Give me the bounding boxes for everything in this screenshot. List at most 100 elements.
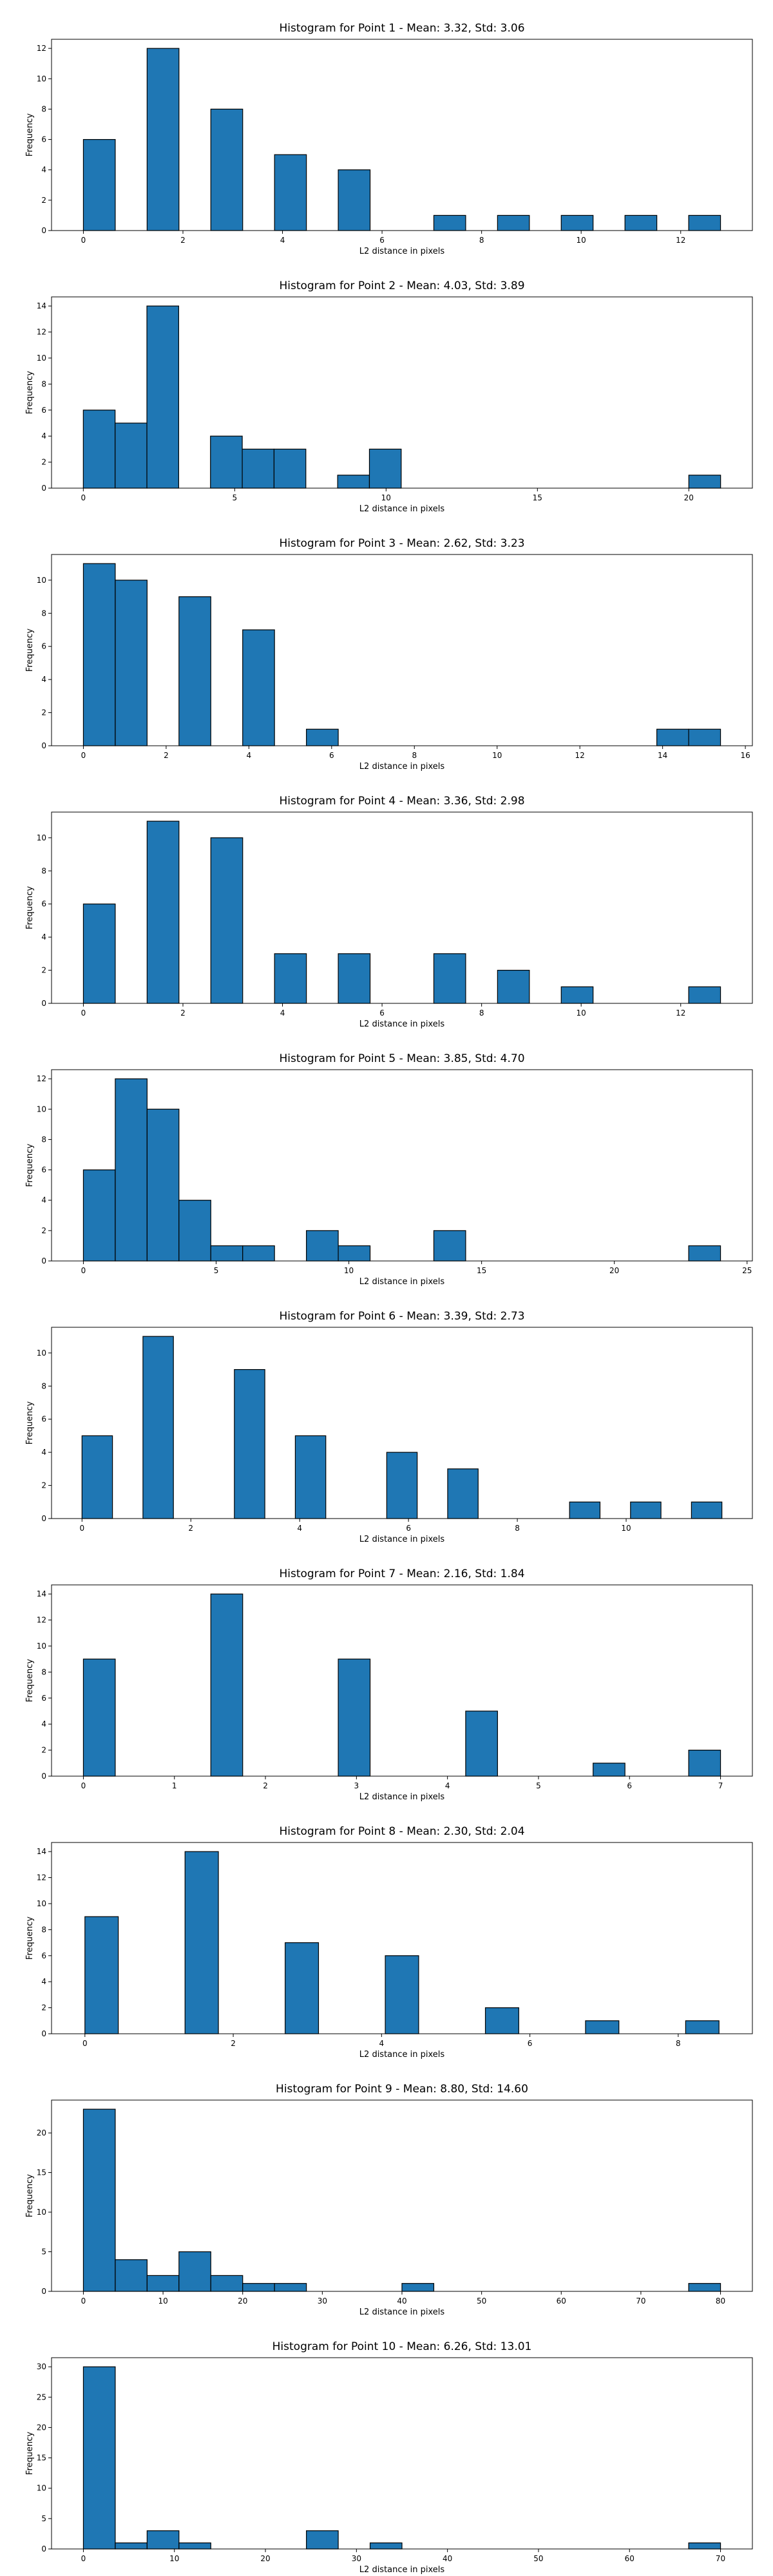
y-axis-label: Frequency bbox=[25, 371, 35, 414]
x-tick-label: 80 bbox=[716, 2297, 725, 2306]
histogram-bar bbox=[433, 953, 466, 1004]
histogram-bar bbox=[688, 214, 721, 231]
histogram-bar bbox=[115, 1078, 148, 1262]
y-axis-label: Frequency bbox=[25, 113, 35, 156]
y-tick-label: 10 bbox=[37, 1349, 46, 1358]
y-tick-label: 4 bbox=[41, 1196, 46, 1205]
histogram-bar bbox=[569, 1501, 601, 1519]
histogram-bar bbox=[691, 1501, 723, 1519]
histogram-bar bbox=[306, 728, 339, 746]
histogram-bar bbox=[447, 1468, 479, 1519]
axes-frame bbox=[51, 2357, 753, 2550]
histogram-bar bbox=[274, 2283, 307, 2292]
histogram-bar bbox=[115, 2542, 148, 2550]
x-tick-label: 5 bbox=[214, 1266, 219, 1275]
x-tick-label: 4 bbox=[280, 236, 285, 245]
x-tick-label: 0 bbox=[81, 493, 86, 502]
x-axis-label: L2 distance in pixels bbox=[359, 2565, 445, 2575]
y-tick-label: 4 bbox=[41, 1977, 46, 1986]
histogram-bar bbox=[178, 596, 211, 746]
x-tick-label: 60 bbox=[625, 2554, 635, 2563]
y-tick-label: 2 bbox=[41, 1226, 46, 1235]
histogram-bar bbox=[630, 1501, 662, 1519]
x-tick-label: 2 bbox=[180, 236, 186, 245]
x-tick-label: 2 bbox=[188, 1524, 193, 1533]
histogram-bar bbox=[273, 448, 307, 489]
axes-frame bbox=[51, 1327, 753, 1519]
x-tick-label: 0 bbox=[81, 1266, 86, 1275]
histogram-panel-2: Histogram for Point 2 - Mean: 4.03, Std:… bbox=[25, 279, 753, 514]
histogram-bar bbox=[210, 2275, 243, 2292]
histogram-panel-3: Histogram for Point 3 - Mean: 2.62, Std:… bbox=[25, 537, 753, 772]
x-tick-label: 20 bbox=[684, 493, 694, 502]
x-tick-label: 2 bbox=[164, 751, 169, 760]
histogram-bar bbox=[146, 48, 180, 231]
histogram-bar bbox=[688, 986, 721, 1004]
x-tick-label: 4 bbox=[247, 751, 252, 760]
histogram-bar bbox=[433, 214, 466, 231]
x-tick-label: 12 bbox=[575, 751, 585, 760]
y-tick-label: 0 bbox=[41, 1514, 46, 1523]
x-tick-label: 16 bbox=[740, 751, 750, 760]
histogram-bar bbox=[242, 1245, 275, 1262]
y-axis-label: Frequency bbox=[25, 1917, 35, 1960]
y-axis-label: Frequency bbox=[25, 886, 35, 929]
histogram-bar bbox=[369, 2542, 403, 2550]
histogram-panel-9: Histogram for Point 9 - Mean: 8.80, Std:… bbox=[25, 2083, 753, 2317]
histogram-bar bbox=[146, 2275, 180, 2292]
histogram-bar bbox=[146, 1108, 180, 1262]
y-tick-label: 8 bbox=[41, 609, 46, 618]
y-tick-label: 6 bbox=[41, 406, 46, 415]
y-tick-label: 8 bbox=[41, 866, 46, 875]
y-tick-label: 14 bbox=[37, 1847, 46, 1856]
histogram-bar bbox=[688, 728, 721, 746]
x-tick-label: 12 bbox=[676, 1009, 685, 1018]
y-tick-label: 6 bbox=[41, 135, 46, 144]
histogram-bar bbox=[484, 2007, 519, 2034]
x-tick-label: 12 bbox=[676, 236, 685, 245]
axes-frame bbox=[51, 1584, 753, 1777]
x-tick-label: 7 bbox=[718, 1781, 723, 1790]
y-tick-label: 4 bbox=[41, 166, 46, 175]
x-tick-label: 5 bbox=[233, 493, 238, 502]
histogram-bar bbox=[688, 2283, 721, 2292]
histogram-bar bbox=[465, 1710, 498, 1777]
x-tick-label: 0 bbox=[81, 2297, 86, 2306]
x-tick-label: 30 bbox=[352, 2554, 361, 2563]
y-tick-label: 8 bbox=[41, 104, 46, 113]
y-tick-label: 0 bbox=[41, 484, 46, 493]
x-tick-label: 6 bbox=[379, 236, 385, 245]
x-tick-label: 5 bbox=[536, 1781, 541, 1790]
y-tick-label: 4 bbox=[41, 1719, 46, 1728]
x-tick-label: 20 bbox=[609, 1266, 619, 1275]
y-tick-label: 10 bbox=[37, 833, 46, 842]
histogram-bar bbox=[368, 448, 402, 489]
histogram-bar bbox=[560, 214, 594, 231]
y-tick-label: 12 bbox=[37, 1616, 46, 1625]
histogram-bar bbox=[210, 108, 243, 231]
y-tick-label: 12 bbox=[37, 1873, 46, 1882]
x-tick-label: 30 bbox=[318, 2297, 327, 2306]
y-tick-label: 10 bbox=[37, 1899, 46, 1908]
histogram-bar bbox=[433, 1230, 466, 1262]
histogram-bar bbox=[337, 475, 370, 489]
histogram-bar bbox=[82, 138, 116, 231]
x-tick-label: 10 bbox=[577, 236, 586, 245]
y-tick-label: 12 bbox=[37, 44, 46, 53]
histogram-bar bbox=[656, 728, 689, 746]
axes-frame bbox=[51, 1069, 753, 1262]
y-tick-label: 2 bbox=[41, 708, 46, 717]
histogram-bar bbox=[688, 1245, 721, 1262]
y-tick-label: 0 bbox=[41, 2544, 46, 2553]
histogram-bar bbox=[242, 629, 275, 746]
axes-frame bbox=[51, 811, 753, 1004]
y-tick-label: 10 bbox=[37, 2484, 46, 2493]
histogram-bar bbox=[497, 214, 530, 231]
x-tick-label: 50 bbox=[533, 2554, 543, 2563]
y-tick-label: 8 bbox=[41, 1381, 46, 1390]
histogram-panel-5: Histogram for Point 5 - Mean: 3.85, Std:… bbox=[25, 1052, 753, 1287]
x-tick-label: 14 bbox=[658, 751, 667, 760]
histogram-bar bbox=[306, 1230, 339, 1262]
histogram-bar bbox=[294, 1435, 327, 1519]
y-tick-label: 6 bbox=[41, 1166, 46, 1175]
